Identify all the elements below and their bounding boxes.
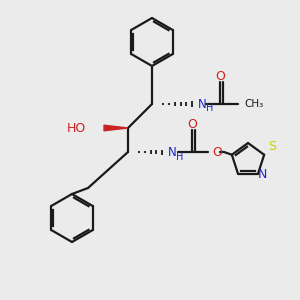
Text: H: H	[176, 152, 183, 162]
Text: CH₃: CH₃	[244, 99, 263, 109]
Text: O: O	[212, 146, 222, 158]
Text: HO: HO	[67, 122, 86, 134]
Text: S: S	[268, 140, 276, 154]
Text: O: O	[215, 70, 225, 83]
Text: N: N	[258, 169, 267, 182]
Text: O: O	[187, 118, 197, 130]
Text: H: H	[206, 103, 213, 113]
Text: N: N	[168, 146, 177, 158]
Polygon shape	[104, 125, 128, 131]
Text: N: N	[198, 98, 207, 110]
